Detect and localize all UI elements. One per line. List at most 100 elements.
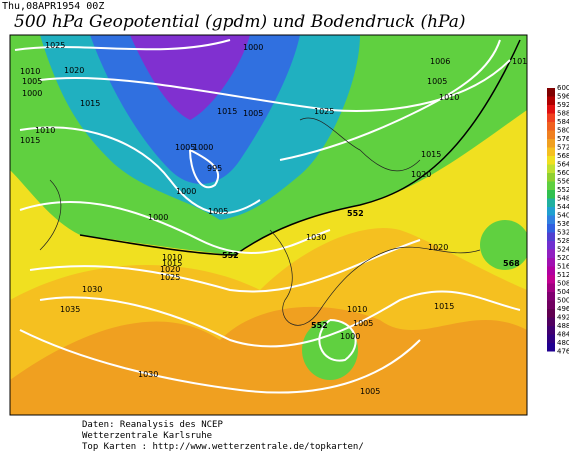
legend-swatch: [547, 105, 555, 114]
legend-swatch: [547, 232, 555, 241]
isobars: [14, 39, 521, 394]
isobar-label: 1005: [208, 207, 228, 216]
legend-tick-label: 520: [557, 254, 569, 262]
legend-tick-label: 524: [557, 246, 569, 254]
isobar-label: 1015: [80, 99, 100, 108]
legend-swatch: [547, 266, 555, 275]
legend-swatch: [547, 224, 555, 233]
legend-swatch: [547, 156, 555, 165]
isobar-label: 1006: [430, 57, 450, 66]
legend-tick-label: 476: [557, 348, 569, 356]
color-legend: 6005965925885845805765725685645605565525…: [547, 84, 569, 356]
legend-tick-label: 584: [557, 118, 569, 126]
height-label: 552: [311, 321, 328, 330]
legend-tick-label: 592: [557, 101, 569, 109]
legend-tick-label: 544: [557, 203, 569, 211]
legend-tick-label: 548: [557, 195, 569, 203]
legend-swatch: [547, 309, 555, 318]
legend-tick-label: 480: [557, 339, 569, 347]
legend-tick-label: 536: [557, 220, 569, 228]
legend-tick-label: 528: [557, 237, 569, 245]
isobar-label: 1010: [20, 67, 40, 76]
isobar-label: 1025: [45, 41, 65, 50]
isobar-label: 1025: [160, 273, 180, 282]
footer-line: Daten: Reanalysis des NCEP: [82, 420, 223, 430]
legend-swatch: [547, 317, 555, 326]
height-contour: [79, 39, 521, 256]
isobar-label: 1020: [160, 265, 180, 274]
legend-swatch: [547, 215, 555, 224]
isobar-label: 1000: [193, 143, 213, 152]
legend-tick-label: 500: [557, 297, 569, 305]
legend-swatch: [547, 283, 555, 292]
legend-swatch: [547, 343, 555, 352]
legend-tick-label: 512: [557, 271, 569, 279]
isobar-label: 1005: [360, 387, 380, 396]
legend-swatch: [547, 190, 555, 199]
legend-swatch: [547, 173, 555, 182]
legend-swatch: [547, 113, 555, 122]
height-label: 568: [503, 259, 520, 268]
isobar-label: 1030: [82, 285, 102, 294]
legend-tick-label: 556: [557, 178, 569, 186]
legend-swatch: [547, 292, 555, 301]
legend-swatch: [547, 326, 555, 335]
legend-tick-label: 496: [557, 305, 569, 313]
height-label: 552: [347, 209, 364, 218]
isobar-label: 1015: [421, 150, 441, 159]
isobar-label: 1005: [427, 77, 447, 86]
isobar-label: 1020: [64, 66, 84, 75]
isobar-label: 1035: [60, 305, 80, 314]
legend-tick-label: 492: [557, 314, 569, 322]
isobar-label: 1010: [439, 93, 459, 102]
legend-swatch: [547, 258, 555, 267]
legend-swatch: [547, 139, 555, 148]
legend-tick-label: 596: [557, 93, 569, 101]
legend-swatch: [547, 241, 555, 250]
legend-swatch: [547, 181, 555, 190]
legend-tick-label: 484: [557, 331, 569, 339]
legend-tick-label: 504: [557, 288, 569, 296]
isobar-label: 1005: [243, 109, 263, 118]
legend-swatch: [547, 130, 555, 139]
legend-swatch: [547, 249, 555, 258]
isobar-label: 1020: [411, 170, 431, 179]
field-green-cell: [302, 320, 358, 380]
legend-swatch: [547, 275, 555, 284]
coastlines: [39, 117, 481, 326]
isobar-label: 1005: [175, 143, 195, 152]
map-title: 500 hPa Geopotential (gpdm) und Bodendru…: [14, 12, 466, 32]
isobar-label: 1030: [306, 233, 326, 242]
legend-tick-label: 532: [557, 229, 569, 237]
legend-swatch: [547, 147, 555, 156]
isobar-label: 1010: [347, 305, 367, 314]
legend-tick-label: 580: [557, 127, 569, 135]
legend-swatch: [547, 198, 555, 207]
footer-line: Wetterzentrale Karlsruhe: [82, 431, 212, 441]
legend-swatch: [547, 207, 555, 216]
legend-swatch: [547, 88, 555, 97]
legend-tick-label: 576: [557, 135, 569, 143]
legend-tick-label: 568: [557, 152, 569, 160]
legend-swatch: [547, 164, 555, 173]
isobar-label: 1000: [340, 332, 360, 341]
isobar-label: 1000: [22, 89, 42, 98]
isobar-label: 1010: [35, 126, 55, 135]
footer: Daten: Reanalysis des NCEPWetterzentrale…: [82, 420, 364, 452]
field-purple: [130, 35, 250, 120]
field-green-cell: [480, 220, 527, 270]
isobar-label: 1010: [162, 253, 182, 262]
isobar-label: 1000: [243, 43, 263, 52]
isobar-label: 1000: [148, 213, 168, 222]
isobar-label: 1020: [428, 243, 448, 252]
legend-tick-label: 600: [557, 84, 569, 92]
legend-swatch: [547, 122, 555, 131]
legend-tick-label: 564: [557, 161, 569, 169]
footer-line: Top Karten : http://www.wetterzentrale.d…: [82, 442, 364, 452]
isobar-label: 995: [207, 164, 222, 173]
legend-tick-label: 516: [557, 263, 569, 271]
isobar-label: 1005: [22, 77, 42, 86]
legend-tick-label: 572: [557, 144, 569, 152]
